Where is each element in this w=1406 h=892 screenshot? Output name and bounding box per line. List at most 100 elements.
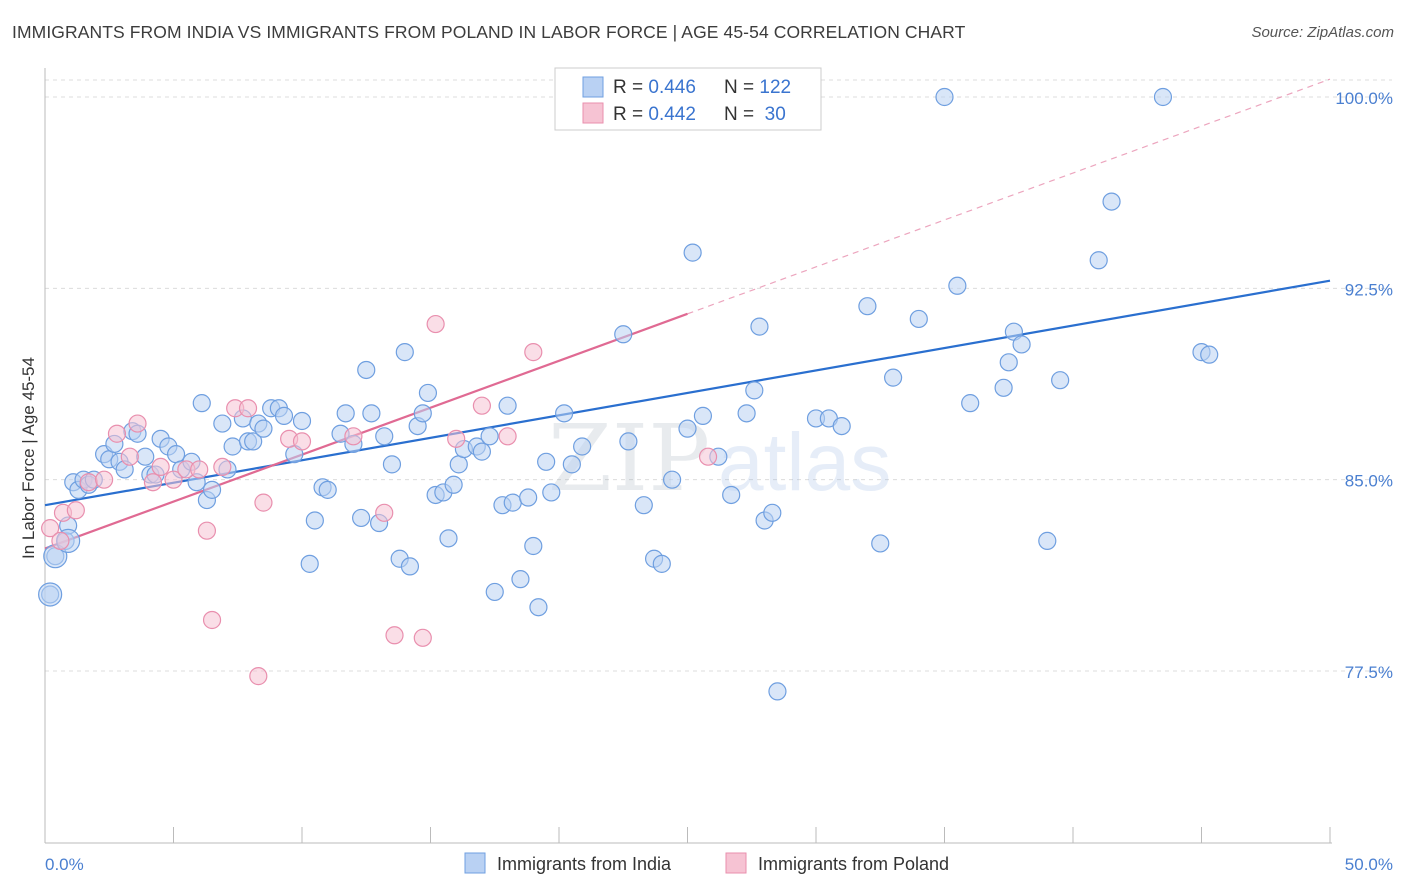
point-india bbox=[948, 276, 967, 295]
point-india bbox=[1153, 87, 1173, 107]
series-legend: Immigrants from India Immigrants from Po… bbox=[464, 852, 949, 874]
legend-n-value: 122 bbox=[759, 77, 791, 98]
point-india bbox=[444, 475, 463, 494]
point-india bbox=[1102, 192, 1121, 211]
legend-r-value: 0.446 bbox=[648, 77, 696, 98]
point-india bbox=[166, 445, 186, 464]
point-india bbox=[768, 682, 787, 701]
point-india bbox=[192, 394, 211, 413]
point-india bbox=[413, 404, 432, 423]
point-poland bbox=[254, 493, 273, 512]
axes bbox=[44, 68, 1332, 844]
trend-line-poland bbox=[44, 312, 688, 550]
point-poland bbox=[426, 314, 445, 334]
trend-extension-poland bbox=[687, 78, 1331, 315]
point-poland bbox=[120, 447, 139, 466]
grid-lines bbox=[45, 79, 1392, 672]
point-india bbox=[244, 432, 263, 451]
point-poland bbox=[66, 501, 85, 520]
point-india bbox=[400, 557, 420, 576]
watermark: ZIP atlas bbox=[548, 405, 891, 512]
point-india bbox=[352, 508, 371, 528]
point-india bbox=[1012, 335, 1031, 354]
point-india bbox=[935, 87, 954, 107]
y-tick-label: 100.0% bbox=[1335, 89, 1393, 108]
point-poland bbox=[385, 626, 404, 645]
trend-lines bbox=[44, 78, 1331, 550]
point-poland bbox=[202, 610, 222, 630]
point-india bbox=[614, 325, 633, 344]
point-india bbox=[634, 496, 653, 515]
bottom-swatch-india bbox=[464, 852, 486, 874]
point-india bbox=[693, 406, 713, 425]
point-india bbox=[858, 297, 877, 316]
point-india bbox=[662, 470, 682, 489]
point-india bbox=[202, 480, 222, 499]
y-tick-label: 92.5% bbox=[1345, 280, 1393, 299]
point-india bbox=[375, 427, 394, 446]
point-poland bbox=[197, 521, 217, 540]
point-india bbox=[524, 536, 543, 556]
point-poland bbox=[128, 414, 147, 433]
point-india bbox=[136, 447, 155, 466]
point-india bbox=[737, 404, 756, 423]
point-india bbox=[418, 383, 438, 403]
point-india bbox=[573, 437, 592, 456]
point-india bbox=[300, 554, 319, 573]
point-poland bbox=[79, 473, 98, 492]
point-india bbox=[213, 414, 232, 433]
source-note: Source: ZipAtlas.com bbox=[1251, 24, 1394, 41]
point-poland bbox=[238, 399, 258, 418]
point-india bbox=[480, 427, 499, 446]
point-poland bbox=[375, 503, 394, 522]
point-india bbox=[362, 404, 381, 423]
point-india bbox=[722, 485, 741, 505]
point-india bbox=[1038, 531, 1057, 550]
series-name-india: Immigrants from India bbox=[497, 854, 672, 874]
point-india bbox=[871, 534, 890, 553]
y-tick-labels: 77.5% 85.0% 92.5% 100.0% bbox=[1335, 89, 1393, 682]
point-india bbox=[382, 455, 402, 474]
svg-text:R = 0.446: R = 0.446 bbox=[613, 77, 696, 98]
point-india bbox=[999, 353, 1018, 372]
point-india bbox=[292, 411, 312, 431]
point-india bbox=[678, 419, 697, 438]
legend-n-label: N = bbox=[724, 77, 759, 98]
legend-n-value: 30 bbox=[759, 104, 785, 125]
point-india bbox=[503, 493, 522, 512]
x-tick-label: 0.0% bbox=[45, 855, 84, 874]
point-india bbox=[883, 368, 903, 387]
point-india bbox=[909, 309, 928, 329]
point-india bbox=[652, 554, 671, 573]
point-india bbox=[395, 343, 414, 362]
point-india bbox=[529, 598, 548, 617]
point-india-large bbox=[38, 582, 63, 607]
point-india bbox=[1051, 371, 1070, 390]
point-poland bbox=[472, 396, 491, 415]
point-india bbox=[498, 396, 517, 415]
point-poland bbox=[51, 531, 70, 550]
data-points bbox=[38, 87, 1219, 701]
y-tick-label: 77.5% bbox=[1345, 663, 1393, 682]
watermark-atlas: atlas bbox=[718, 417, 891, 508]
point-india bbox=[357, 360, 376, 380]
point-poland bbox=[164, 470, 183, 489]
chart-title: IMMIGRANTS FROM INDIA VS IMMIGRANTS FROM… bbox=[12, 22, 966, 42]
point-poland bbox=[447, 429, 466, 448]
point-poland bbox=[151, 457, 170, 477]
point-india bbox=[519, 488, 538, 507]
point-poland bbox=[344, 427, 363, 446]
svg-text:N = 30: N = 30 bbox=[724, 104, 786, 125]
point-india bbox=[994, 378, 1013, 397]
point-poland bbox=[413, 628, 432, 647]
point-poland bbox=[524, 343, 543, 362]
point-poland bbox=[95, 470, 114, 489]
point-india bbox=[562, 455, 581, 474]
point-poland bbox=[292, 432, 312, 451]
point-poland bbox=[498, 427, 517, 446]
point-india bbox=[745, 381, 764, 400]
x-tick-label: 50.0% bbox=[1345, 855, 1393, 874]
point-india bbox=[683, 243, 702, 262]
legend-swatch-poland bbox=[582, 102, 604, 124]
